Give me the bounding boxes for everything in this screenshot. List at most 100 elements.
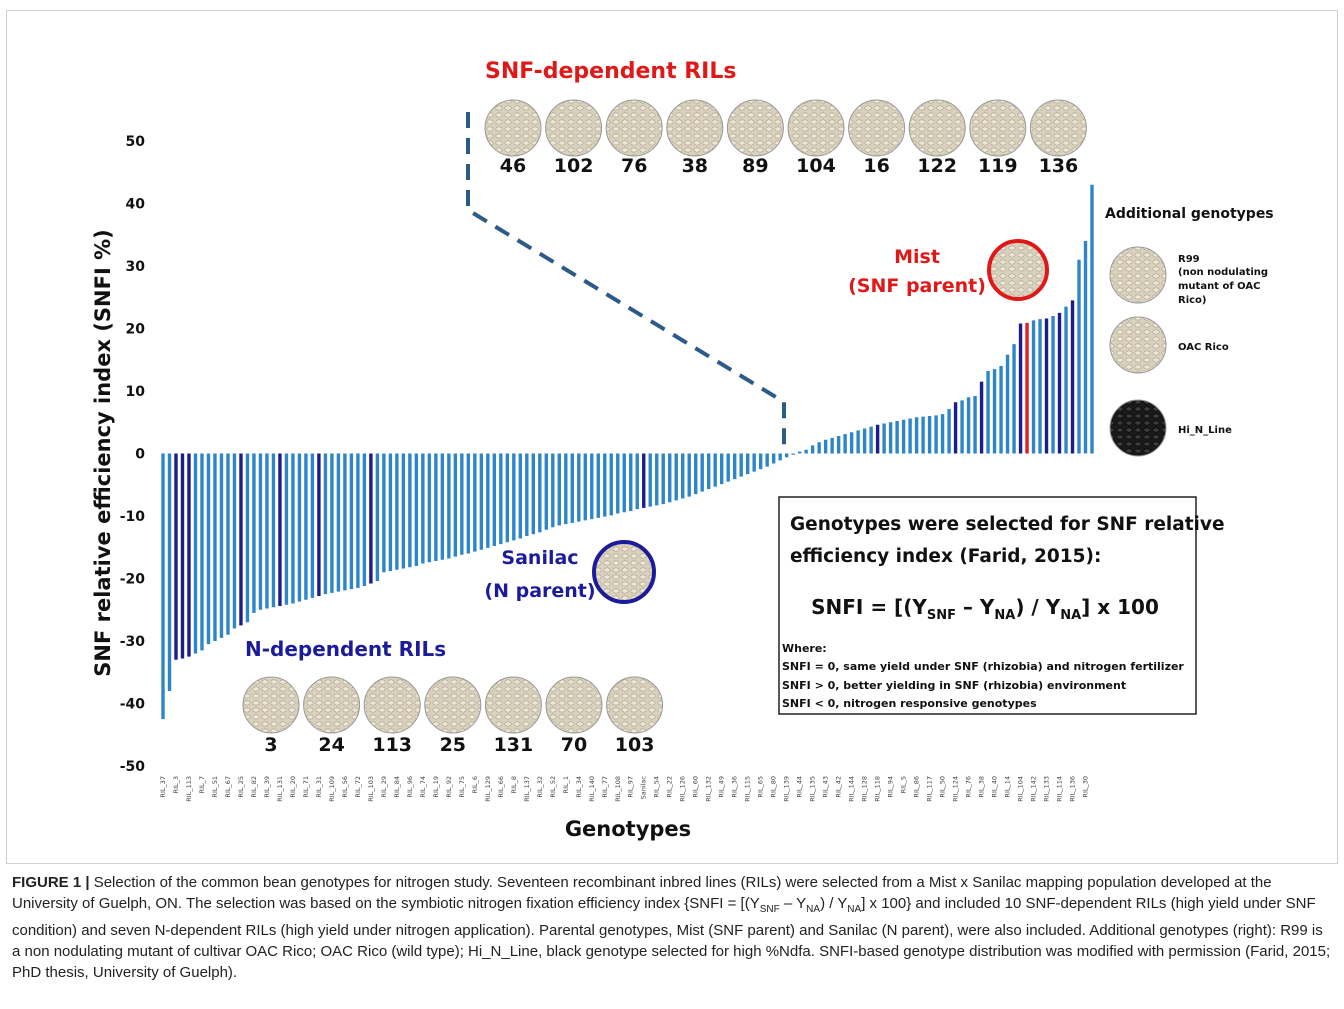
bar [908, 419, 911, 454]
box-heading: Genotypes were selected for SNF relative [790, 514, 1225, 535]
bar [610, 454, 613, 516]
genotype-number: 89 [742, 155, 768, 177]
bar [655, 454, 658, 506]
y-tick-label: 40 [126, 197, 146, 213]
bar [506, 454, 509, 543]
x-tick-label: RIL_124 [952, 776, 960, 802]
bar [597, 454, 600, 518]
bar [415, 454, 418, 567]
genotype-number: 24 [318, 734, 344, 756]
x-tick-label: RIL_117 [926, 776, 934, 802]
x-tick-label: RIL_54 [653, 776, 661, 798]
bar [1012, 344, 1015, 453]
plate [606, 100, 662, 156]
bar [1051, 316, 1054, 454]
x-tick-label: RIL_22 [666, 776, 674, 798]
x-tick-label: RIL_8 [510, 776, 518, 793]
x-tick-label: RIL_43 [822, 776, 830, 798]
bar [707, 454, 710, 490]
x-tick-label: RIL_97 [627, 776, 635, 798]
genotype-number: 103 [615, 734, 655, 756]
bar [1058, 313, 1061, 454]
plate [909, 100, 965, 156]
bar [1038, 319, 1041, 453]
x-tick-label: RIL_19 [432, 776, 440, 798]
note: SNFI = 0, same yield under SNF (rhizobia… [782, 660, 1184, 673]
genotype-number: 16 [863, 155, 889, 177]
x-tick-label: RIL_20 [289, 776, 297, 798]
bar [603, 454, 606, 517]
bar [668, 454, 671, 503]
bar [584, 454, 587, 521]
bar [239, 454, 242, 626]
bar [889, 422, 892, 453]
bar [428, 454, 431, 563]
bar [200, 454, 203, 651]
bar [174, 454, 177, 660]
plate [1110, 317, 1166, 373]
bar [1090, 185, 1093, 454]
bar [389, 454, 392, 572]
x-tick-label: RIL_131 [276, 776, 284, 802]
x-tick-label: RIL_142 [1030, 776, 1038, 802]
bar [168, 454, 171, 692]
bar [538, 454, 541, 533]
x-tick-label: RIL_39 [263, 776, 271, 798]
plate [243, 677, 299, 733]
bar [980, 382, 983, 454]
bar [863, 429, 866, 454]
bar [311, 454, 314, 598]
formula-part: ) / Y [1015, 595, 1060, 619]
genotype-number: 25 [440, 734, 466, 756]
genotype-number: 136 [1039, 155, 1079, 177]
bar [1006, 355, 1009, 454]
bar [681, 454, 684, 499]
r99-label: Rico) [1178, 295, 1207, 306]
x-tick-label: RIL_114 [1056, 776, 1064, 802]
x-tick-label: RIL_72 [354, 776, 362, 798]
y-tick-label: -10 [120, 509, 146, 525]
y-tick-label: 10 [126, 384, 146, 400]
genotype-number: 122 [917, 155, 957, 177]
bar [473, 454, 476, 552]
x-tick-label: RIL_67 [224, 776, 232, 798]
bar [395, 454, 398, 570]
x-tick-label: RIL_31 [315, 776, 323, 798]
x-tick-label: RIL_6 [471, 776, 479, 793]
bar [642, 454, 645, 508]
y-tick-label: -30 [120, 634, 146, 650]
bar [843, 434, 846, 453]
bar [408, 454, 411, 568]
x-tick-label: RIL_133 [1043, 776, 1051, 802]
bar [694, 454, 697, 495]
x-tick-label: RIL_135 [809, 776, 817, 802]
bar [213, 454, 216, 642]
x-axis-label: Genotypes [565, 817, 691, 841]
bar [739, 454, 742, 477]
bar [590, 454, 593, 520]
genotype-number: 46 [500, 155, 526, 177]
bar [181, 454, 184, 659]
x-tick-label: RIL_29 [380, 776, 388, 798]
note: SNFI > 0, better yielding in SNF (rhizob… [782, 679, 1126, 692]
sanilac-plate [594, 542, 654, 602]
bar [278, 454, 281, 607]
x-tick-label: RIL_92 [445, 776, 453, 798]
x-tick-label: RIL_42 [835, 776, 843, 798]
snf-title: SNF-dependent RILs [485, 59, 737, 84]
bar [850, 432, 853, 453]
y-axis-label: SNF relative efficiency index (SNFI %) [91, 229, 115, 676]
plate [1030, 100, 1086, 156]
x-tick-label: RIL_14 [1004, 776, 1012, 798]
bar [350, 454, 353, 590]
genotype-number: 102 [554, 155, 594, 177]
x-tick-label: RIL_30 [1082, 776, 1090, 798]
bar [733, 454, 736, 480]
bar [765, 454, 768, 467]
plate [1110, 247, 1166, 303]
subscript: NA [1060, 608, 1081, 623]
note: SNFI < 0, nitrogen responsive genotypes [782, 697, 1037, 710]
bar [804, 450, 807, 454]
x-tick-label: RIL_34 [575, 776, 583, 798]
bar [720, 454, 723, 485]
